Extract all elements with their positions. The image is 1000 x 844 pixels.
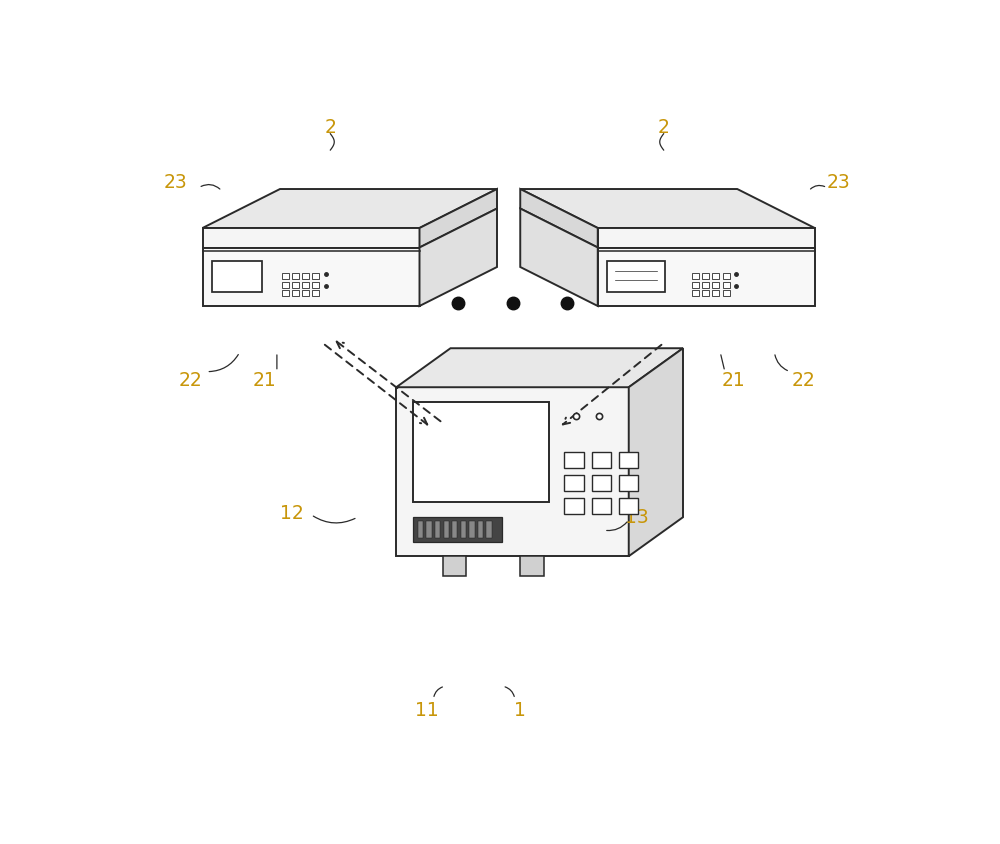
Polygon shape <box>396 387 629 556</box>
Bar <box>619 475 638 491</box>
Polygon shape <box>598 247 815 306</box>
Text: 2: 2 <box>658 118 670 137</box>
Bar <box>282 273 289 279</box>
Bar <box>712 273 719 279</box>
Bar <box>723 290 730 296</box>
Bar <box>302 282 309 288</box>
Bar <box>702 273 709 279</box>
Bar <box>619 498 638 514</box>
Bar <box>692 282 699 288</box>
Bar <box>607 261 665 292</box>
Bar <box>312 282 319 288</box>
Text: 23: 23 <box>826 173 850 192</box>
Bar <box>461 521 466 538</box>
Polygon shape <box>520 189 815 228</box>
Polygon shape <box>202 247 420 306</box>
Bar <box>564 452 584 468</box>
Bar <box>723 282 730 288</box>
Polygon shape <box>520 208 598 306</box>
Text: 12: 12 <box>280 505 304 523</box>
Bar <box>413 517 502 542</box>
Bar <box>418 521 423 538</box>
Bar <box>452 521 457 538</box>
Bar <box>692 273 699 279</box>
Text: 11: 11 <box>415 701 439 721</box>
Bar <box>692 290 699 296</box>
Polygon shape <box>396 349 683 387</box>
Bar <box>435 521 440 538</box>
Polygon shape <box>520 189 598 247</box>
Bar <box>564 475 584 491</box>
Polygon shape <box>420 208 497 306</box>
Bar <box>702 290 709 296</box>
Bar <box>292 290 299 296</box>
Bar <box>413 402 549 502</box>
Bar <box>592 498 611 514</box>
Polygon shape <box>420 189 497 247</box>
Bar <box>302 290 309 296</box>
Bar <box>444 521 449 538</box>
Bar <box>702 282 709 288</box>
Bar <box>564 498 584 514</box>
Bar <box>469 521 475 538</box>
Polygon shape <box>202 189 497 228</box>
Bar <box>723 273 730 279</box>
Bar <box>486 521 492 538</box>
Text: 2: 2 <box>324 118 336 137</box>
Text: 1: 1 <box>514 701 526 721</box>
Text: 13: 13 <box>625 508 648 527</box>
Bar <box>282 290 289 296</box>
Bar <box>282 282 289 288</box>
Polygon shape <box>202 228 420 247</box>
Polygon shape <box>629 349 683 556</box>
Bar <box>712 290 719 296</box>
Bar <box>520 556 544 576</box>
Bar <box>292 273 299 279</box>
Text: 21: 21 <box>722 371 745 390</box>
Text: 23: 23 <box>164 173 187 192</box>
Bar <box>312 273 319 279</box>
Bar <box>292 282 299 288</box>
Polygon shape <box>598 228 815 247</box>
Bar <box>592 475 611 491</box>
Bar <box>212 261 262 292</box>
Bar <box>302 273 309 279</box>
Bar <box>426 521 432 538</box>
Text: 22: 22 <box>179 371 203 390</box>
Bar <box>312 290 319 296</box>
Bar <box>478 521 483 538</box>
Bar <box>443 556 466 576</box>
Bar <box>712 282 719 288</box>
Bar <box>619 452 638 468</box>
Text: 22: 22 <box>791 371 815 390</box>
Bar <box>592 452 611 468</box>
Text: 21: 21 <box>253 371 276 390</box>
